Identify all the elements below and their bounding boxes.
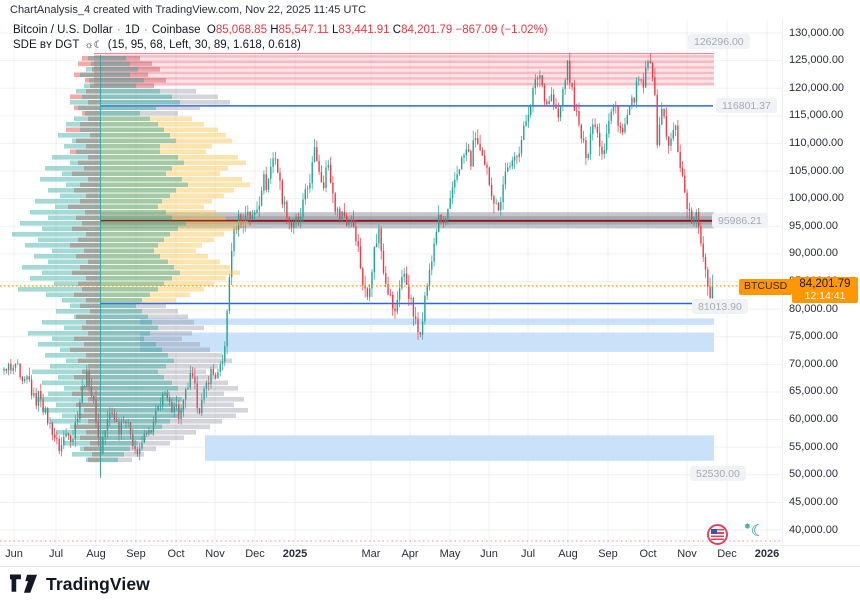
- price-scale-label: 105,000.00: [789, 164, 845, 177]
- price-scale-label: 45,000.00: [789, 495, 838, 508]
- volume-profile: [12, 55, 250, 477]
- time-scale-label: Oct: [639, 548, 657, 560]
- indicator-name[interactable]: SDE ʙʏ DGT: [13, 39, 80, 51]
- symbol-name[interactable]: Bitcoin / U.S. Dollar: [13, 24, 113, 36]
- price-scale-label: 125,000.00: [789, 54, 845, 67]
- price-scale-label: 60,000.00: [789, 413, 838, 426]
- low-label: L: [332, 24, 339, 36]
- price-scale-label: 115,000.00: [789, 109, 844, 122]
- sun-moon-icon: ☼☾: [84, 40, 103, 51]
- open-label: O: [206, 24, 216, 36]
- price-scale-label: 130,000.00: [789, 26, 845, 39]
- indicator-params: (15, 95, 68, Left, 30, 89, 1.618, 0.618): [107, 39, 301, 51]
- demand-band: [140, 332, 714, 352]
- change-value: −867.09 (−1.02%): [455, 24, 548, 36]
- time-scale-label: Nov: [677, 548, 697, 560]
- price-scale-label: 65,000.00: [789, 385, 838, 398]
- price-level-label: 116801.37: [716, 98, 777, 113]
- price-scale-label: 75,000.00: [789, 330, 838, 343]
- price-scale-label: 100,000.00: [789, 192, 845, 205]
- demand-band: [140, 318, 714, 325]
- price-level-label: 126296.00: [688, 34, 750, 49]
- snowflake-glyph: ❅: [744, 522, 751, 531]
- time-scale-label: 2026: [754, 548, 780, 560]
- time-scale-label: Jul: [520, 548, 536, 560]
- chart-attribution: ChartAnalysis_4 created with TradingView…: [10, 4, 367, 16]
- last-price-label: 84,201.79 12:14:41: [792, 277, 858, 303]
- time-scale-label: Nov: [205, 548, 225, 560]
- time-scale-label: Dec: [245, 548, 265, 560]
- time-axis-border: [0, 545, 860, 546]
- time-scale-label: Dec: [717, 548, 737, 560]
- gridlines: [0, 20, 782, 545]
- time-scale-label: May: [439, 548, 461, 560]
- time-scale-label: Jun: [480, 548, 498, 560]
- time-scale-label: Mar: [361, 548, 381, 560]
- time-scale-label: Apr: [401, 548, 419, 560]
- high-label: H: [270, 24, 279, 36]
- price-scale-label: 50,000.00: [789, 468, 838, 481]
- price-scale-label: 110,000.00: [789, 136, 844, 149]
- candlestick-series: [3, 52, 714, 479]
- high-value: 85,547.11: [278, 24, 329, 36]
- price-scale-label: 120,000.00: [789, 81, 845, 94]
- chart-legend: Bitcoin / U.S. Dollar · 1D · Coinbase O8…: [13, 23, 548, 53]
- symbol-price-badge: BTCUSD: [739, 279, 793, 295]
- time-scale-label: Aug: [558, 548, 578, 560]
- exchange: Coinbase: [151, 24, 201, 36]
- moon-snowflake-icon[interactable]: ❅☾: [744, 521, 765, 541]
- low-value: 83,441.91: [338, 24, 390, 36]
- time-scale-label: Sep: [126, 548, 146, 560]
- price-level-label: 52530.00: [690, 466, 746, 481]
- time-scale-label: Jul: [48, 548, 64, 560]
- price-scale-label: 90,000.00: [789, 247, 838, 260]
- price-level-label: 95986.21: [712, 213, 768, 228]
- price-scale-label: 95,000.00: [789, 219, 838, 232]
- us-flag-icon[interactable]: [707, 524, 728, 545]
- price-scale-label: 70,000.00: [789, 357, 838, 370]
- time-scale-label: 2025: [282, 548, 308, 560]
- footer-divider: [0, 566, 860, 567]
- legend-symbol-row[interactable]: Bitcoin / U.S. Dollar · 1D · Coinbase O8…: [13, 24, 548, 36]
- moon-glyph: ☾: [750, 523, 766, 540]
- price-scale-label: 80,000.00: [789, 302, 838, 315]
- level-bands: [94, 52, 714, 461]
- footer: TradingView: [10, 573, 150, 595]
- brand-name[interactable]: TradingView: [46, 573, 150, 594]
- close-label: C: [392, 24, 402, 36]
- time-scale-label: Jun: [5, 548, 23, 560]
- tradingview-logo[interactable]: [10, 573, 38, 595]
- time-scale-label: Sep: [598, 548, 618, 560]
- interval[interactable]: 1D: [124, 24, 140, 36]
- time-scale-label: Aug: [86, 548, 106, 560]
- price-level-label: 81013.90: [692, 299, 748, 314]
- close-value: 84,201.79: [401, 24, 453, 36]
- time-scale-label: Oct: [167, 548, 185, 560]
- open-value: 85,068.85: [215, 24, 267, 36]
- legend-indicator-row[interactable]: SDE ʙʏ DGT ☼☾ (15, 95, 68, Left, 30, 89,…: [13, 38, 548, 53]
- last-price-value: 84,201.79: [799, 278, 851, 290]
- price-scale-label: 55,000.00: [789, 440, 838, 453]
- price-scale-label: 40,000.00: [789, 523, 838, 536]
- bar-countdown: 12:14:41: [804, 290, 846, 302]
- demand-band: [205, 435, 714, 461]
